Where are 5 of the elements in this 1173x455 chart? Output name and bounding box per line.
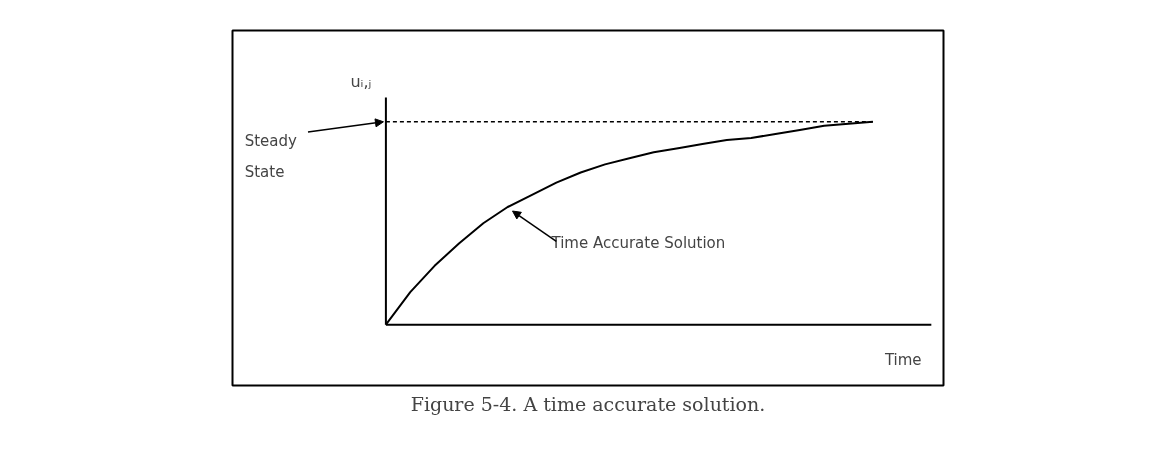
y-axis-title: uᵢ,ⱼ xyxy=(350,72,372,92)
ref-line-label: Steady State xyxy=(244,132,298,181)
x-axis-title: Time xyxy=(883,351,922,370)
annotation: Time Accurate Solution xyxy=(550,233,726,252)
text: Figure 5-4. A time accurate solution. xyxy=(410,392,766,415)
